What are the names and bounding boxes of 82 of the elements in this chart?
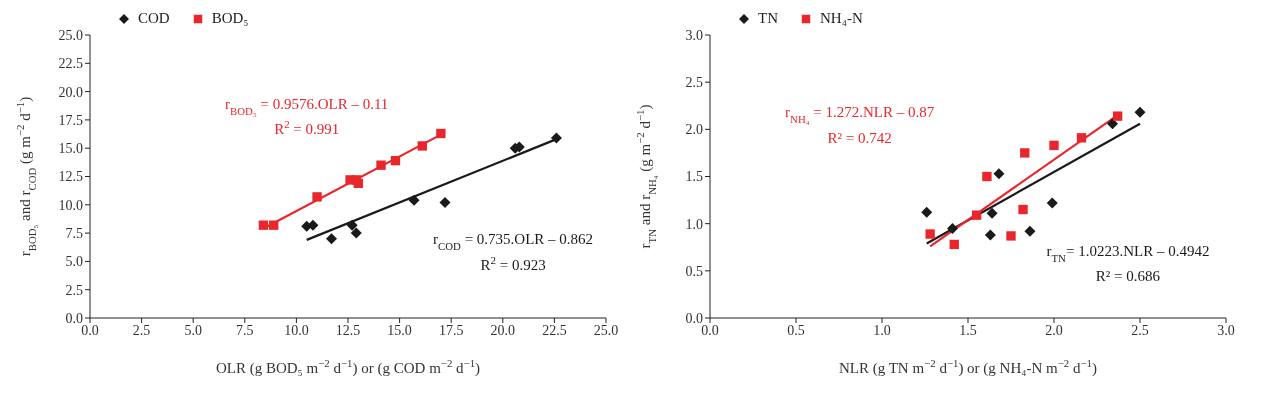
x-tick-label: 10.0 xyxy=(284,322,309,338)
y-tick-label: 7.5 xyxy=(65,226,83,242)
x-tick-label: 15.0 xyxy=(387,322,412,338)
text: NLR (g TN m$^{−2}$ d$^{−1}$) or (g NH₄-N m$^{−2}$ d$^{−1}$) xyxy=(838,357,1098,376)
point xyxy=(1112,111,1123,121)
point xyxy=(325,233,337,245)
y-tick-label: 12.5 xyxy=(58,169,83,185)
point xyxy=(1020,148,1030,158)
point xyxy=(1046,197,1058,209)
y-tick-label: 25.0 xyxy=(58,27,83,43)
annotation: r$_{COD}$ = 0.735.OLR – 0.862 xyxy=(433,231,594,253)
x-tick-label: 12.5 xyxy=(335,322,361,338)
point xyxy=(550,132,562,144)
legend-label: TN xyxy=(758,10,778,27)
point xyxy=(1106,118,1118,130)
point xyxy=(390,155,401,166)
point xyxy=(986,207,998,219)
point xyxy=(417,141,427,151)
annotation: R² = 0.686 xyxy=(1095,268,1161,285)
x-tick-label: 3.0 xyxy=(1217,322,1235,338)
y-tick-label: 10.0 xyxy=(58,197,83,213)
point xyxy=(258,220,269,230)
point xyxy=(1018,204,1028,215)
y-tick-label: 1.0 xyxy=(685,216,703,232)
point xyxy=(925,229,935,239)
x-tick-label: 2.5 xyxy=(1131,322,1149,338)
y-tick-label: 20.0 xyxy=(58,84,83,100)
x-tick-label: 25.0 xyxy=(593,322,619,338)
y-tick-label: 2.5 xyxy=(685,75,703,91)
annotation: R² = 0.742 xyxy=(827,129,892,146)
point xyxy=(982,171,992,182)
x-tick-label: 2.5 xyxy=(132,322,151,338)
x-tick-label: 2.0 xyxy=(1045,322,1063,338)
x-tick-label: 20.0 xyxy=(490,322,516,338)
y-tick-label: 15.0 xyxy=(58,141,83,157)
x-tick-label: 0.0 xyxy=(701,322,719,338)
legend-label: NH₄-N xyxy=(820,10,863,27)
point xyxy=(436,128,446,139)
point xyxy=(971,210,982,220)
y-tick-label: 2.0 xyxy=(685,122,703,138)
annotation: r$_{TN}$= 1.0223.NLR – 0.4942 xyxy=(1046,242,1210,264)
point xyxy=(376,160,386,170)
y-tick-label: 0.5 xyxy=(685,263,703,279)
legend-label: COD xyxy=(138,10,170,27)
x-tick-label: 1.5 xyxy=(959,322,977,338)
x-tick-label: 7.5 xyxy=(236,322,254,338)
point xyxy=(439,197,451,209)
y-tick-label: 17.5 xyxy=(58,112,83,128)
point xyxy=(1024,225,1036,237)
point xyxy=(408,194,420,206)
y-tick-label: 1.5 xyxy=(685,169,703,185)
x-tick-label: 5.0 xyxy=(184,322,202,338)
point xyxy=(346,219,358,231)
point xyxy=(947,222,959,234)
y-tick-label: 3.0 xyxy=(685,27,703,43)
point xyxy=(1134,106,1146,118)
y-tick-label: 22.5 xyxy=(58,56,83,72)
annotation: r$_{NH₄}$ = 1.272.NLR – 0.87 xyxy=(785,104,935,126)
point xyxy=(993,168,1005,180)
point xyxy=(949,239,959,250)
point xyxy=(1049,140,1059,151)
x-tick-label: 0.0 xyxy=(81,322,99,338)
y-tick-label: 2.5 xyxy=(65,282,83,298)
point xyxy=(921,206,933,218)
y-tick-label: 0.0 xyxy=(685,310,703,326)
text: OLR (g BOD₅ m$^{−2}$ d$^{−1}$) or (g COD m$^{−2}$ d$^{−1}$) xyxy=(215,357,481,376)
annotation: R$^{2}$ = 0.991 xyxy=(274,118,340,138)
point xyxy=(269,220,279,230)
point xyxy=(1076,133,1087,143)
point xyxy=(312,192,322,202)
x-tick-label: 17.5 xyxy=(438,322,464,338)
annotation: r$_{BOD₅}$ = 0.9576.OLR – 0.11 xyxy=(225,95,389,117)
x-tick-label: 22.5 xyxy=(542,322,567,338)
annotation: R$^{2}$ = 0.923 xyxy=(480,253,546,273)
y-tick-label: 0.0 xyxy=(65,310,83,326)
legend-label: BOD₅ xyxy=(211,10,249,27)
x-tick-label: 1.0 xyxy=(873,322,891,338)
point xyxy=(984,229,996,241)
x-tick-label: 0.5 xyxy=(787,322,805,338)
point xyxy=(1006,231,1016,241)
point xyxy=(350,227,362,239)
y-tick-label: 5.0 xyxy=(65,254,83,270)
